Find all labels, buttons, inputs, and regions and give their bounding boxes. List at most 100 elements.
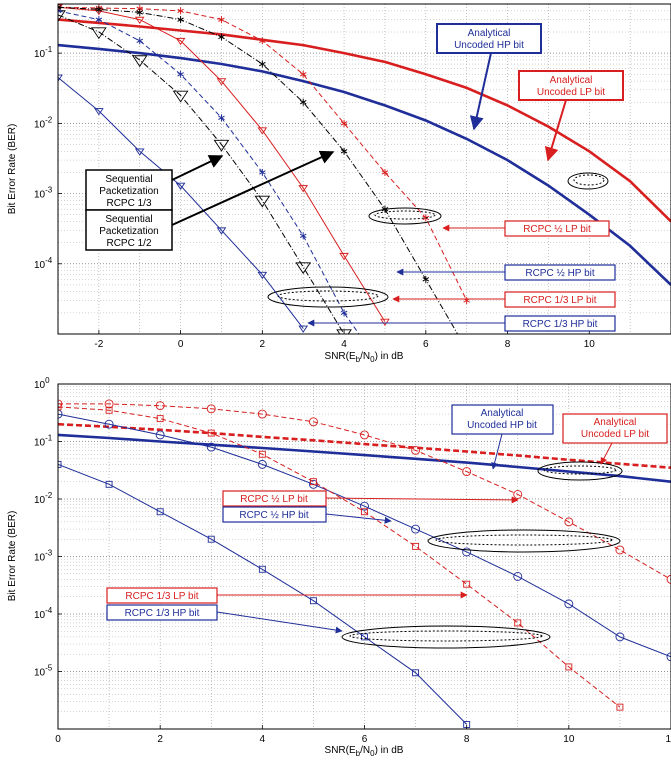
data-point (218, 114, 225, 122)
svg-text:Sequential: Sequential (105, 214, 152, 225)
svg-text:Uncoded HP bit: Uncoded HP bit (467, 420, 537, 431)
annotation-analytical-uncoded-hp: Analytical Uncoded HP bit (436, 23, 542, 131)
data-point (136, 37, 144, 45)
annotation-rcpc-third-hp: RCPC 1/3 HP bit (307, 315, 616, 332)
data-point (155, 430, 165, 440)
y-tick-label: 10-1 (34, 434, 53, 449)
series-line (58, 6, 459, 334)
series-line (58, 6, 386, 322)
data-point (91, 27, 107, 40)
data-point (94, 108, 104, 116)
series-line (58, 77, 304, 329)
data-point (177, 16, 184, 24)
data-point (360, 430, 369, 440)
data-point (254, 195, 271, 208)
y-tick-label: 10-3 (34, 186, 53, 201)
svg-text:Packetization: Packetization (99, 226, 158, 237)
data-point (207, 535, 215, 543)
data-point (218, 33, 225, 41)
data-point (156, 415, 164, 423)
data-point (462, 547, 472, 557)
y-tick-label: 10-4 (34, 256, 53, 271)
annotation-rcpc-third-lp: RCPC 1/3 LP bit (106, 587, 468, 604)
data-point (295, 262, 312, 275)
ellipse-mark (543, 465, 617, 475)
data-point (514, 619, 522, 627)
y-axis-label: Bit Error Rate (BER) (7, 511, 18, 602)
data-point (513, 571, 523, 581)
annotations: Analytical Uncoded HP bit Analytical Unc… (85, 23, 624, 332)
series-group (58, 399, 671, 728)
data-point (308, 417, 318, 427)
data-point (382, 367, 388, 374)
ellipse-mark (267, 286, 389, 308)
data-point (175, 37, 186, 46)
ellipse-mark (341, 625, 551, 649)
ellipse-mark (537, 461, 623, 481)
data-point (339, 252, 349, 261)
x-tick-label: -2 (94, 339, 103, 350)
ellipse-mark (427, 529, 621, 553)
series-line (58, 433, 671, 483)
svg-text:Uncoded LP bit: Uncoded LP bit (537, 87, 605, 98)
x-tick-label: 0 (178, 339, 184, 350)
svg-text:RCPC ½ HP bit: RCPC ½ HP bit (525, 268, 595, 279)
x-tick-label: 10 (563, 734, 575, 745)
data-point (411, 524, 421, 534)
plot-frame (57, 3, 671, 335)
annotation-rcpc-half-lp: RCPC ½ LP bit (222, 490, 519, 507)
data-point (464, 346, 470, 353)
data-point (105, 480, 113, 488)
y-axis-label: Bit Error Rate (BER) (7, 124, 18, 215)
data-point (155, 401, 165, 411)
ellipse-mark (567, 172, 609, 190)
y-tick-label: 10-5 (34, 664, 53, 679)
data-point (177, 7, 184, 15)
svg-text:RCPC 1/3 LP bit: RCPC 1/3 LP bit (125, 591, 198, 602)
ellipse-marks (341, 461, 623, 649)
data-point (259, 60, 266, 68)
data-point (58, 460, 62, 468)
annotation-rcpc-half-lp: RCPC ½ LP bit (442, 220, 610, 237)
ellipse-mark (573, 174, 605, 186)
data-point (564, 517, 574, 527)
data-point (340, 309, 348, 317)
data-point (257, 459, 267, 469)
tick-labels: -2 0 2 4 6 8 10 10-1 10-2 10-3 10-4 (34, 45, 595, 350)
svg-text:Analytical: Analytical (594, 417, 637, 428)
series-line (58, 10, 360, 334)
data-point (423, 422, 429, 429)
series-line (58, 413, 671, 658)
svg-text:Uncoded LP bit: Uncoded LP bit (581, 429, 649, 440)
data-point (360, 501, 369, 511)
data-point (340, 147, 348, 155)
data-point (615, 545, 625, 555)
data-point (58, 74, 63, 82)
data-point (616, 703, 624, 711)
data-point (565, 663, 573, 671)
series-line (58, 406, 621, 708)
annotation-analytical-uncoded-hp: Analytical Uncoded HP bit (451, 404, 554, 470)
data-point (175, 182, 186, 190)
data-point (156, 508, 164, 516)
data-point (259, 37, 266, 45)
y-tick-label: 100 (34, 376, 50, 391)
chart-top: -2 0 2 4 6 8 10 10-1 10-2 10-3 10-4 SNR(Eb/N0) in … (7, 3, 671, 429)
svg-text:RCPC ½ HP bit: RCPC ½ HP bit (239, 510, 309, 521)
x-tick-label: 6 (362, 734, 368, 745)
series-line (58, 463, 468, 725)
data-point (412, 542, 420, 550)
data-point (299, 98, 307, 106)
data-point (104, 419, 114, 429)
data-point (216, 227, 227, 235)
svg-text:Analytical: Analytical (468, 28, 511, 39)
ellipse-mark (435, 534, 613, 546)
series-line (58, 43, 671, 286)
data-point (216, 78, 227, 86)
data-point (257, 127, 268, 135)
data-point (361, 508, 368, 516)
svg-text:RCPC ½ LP bit: RCPC ½ LP bit (523, 224, 591, 235)
data-point (361, 633, 368, 641)
x-tick-label: 8 (464, 734, 470, 745)
data-point (136, 8, 144, 16)
